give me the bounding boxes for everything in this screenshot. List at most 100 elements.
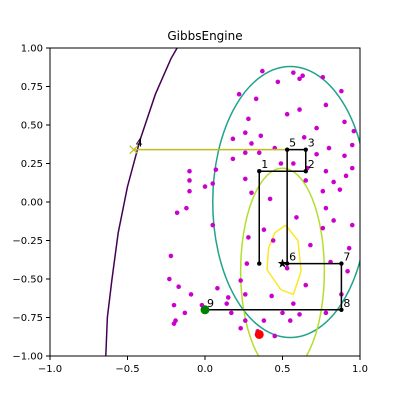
sample-point xyxy=(291,70,296,75)
contour-lines xyxy=(105,48,360,356)
y-tick-label: −0.50 xyxy=(12,275,43,286)
y-tick-label: 0.75 xyxy=(21,82,43,93)
sample-point xyxy=(236,91,242,97)
sample-point xyxy=(349,165,355,171)
gibbs-path-point xyxy=(339,307,344,312)
start-point xyxy=(254,329,264,339)
sample-points xyxy=(167,68,357,339)
sample-point xyxy=(230,136,236,142)
sample-point xyxy=(314,125,319,131)
x-tick-label: 0.5 xyxy=(275,364,291,375)
gibbs-path-point xyxy=(303,169,308,174)
sample-point xyxy=(230,156,236,162)
sample-point xyxy=(297,312,302,317)
sample-point xyxy=(349,222,355,228)
gibbs-path xyxy=(202,147,344,312)
y-axis: −1.00 −0.75 −0.50 −0.25 0.00 0.25 0.50 0.75 1.00 xyxy=(12,44,50,363)
sample-point xyxy=(202,184,208,189)
sample-point xyxy=(342,153,347,159)
sample-point xyxy=(300,73,305,79)
x-tick-label: 0.0 xyxy=(197,364,213,375)
sample-point xyxy=(326,145,332,151)
sample-point xyxy=(349,142,355,148)
sample-point xyxy=(351,128,357,134)
sample-point xyxy=(182,310,188,316)
path-step-label: 7 xyxy=(343,251,350,264)
sample-point xyxy=(270,238,276,243)
sample-point xyxy=(253,96,259,102)
sample-point xyxy=(272,333,278,339)
sample-point xyxy=(284,111,290,117)
gibbs-path-point xyxy=(257,169,262,174)
gibbs-path-point xyxy=(284,147,290,152)
sample-point xyxy=(280,310,285,316)
y-tick-label: 0.00 xyxy=(21,198,43,209)
sample-point xyxy=(238,278,243,283)
path-step-label: 9 xyxy=(207,297,214,310)
sample-point xyxy=(303,178,309,183)
sample-point xyxy=(314,151,319,157)
sample-point xyxy=(284,265,290,271)
sample-point xyxy=(176,284,181,290)
path-step-label: 5 xyxy=(289,137,296,150)
sample-point xyxy=(225,295,231,300)
contour-2 xyxy=(239,167,326,356)
sample-point xyxy=(320,74,326,80)
sample-point xyxy=(275,79,281,85)
sample-point xyxy=(213,167,219,172)
sample-point xyxy=(294,215,299,220)
sample-point xyxy=(167,276,172,282)
chart-title: GibbsEngine xyxy=(167,29,242,43)
sample-point xyxy=(243,176,248,182)
sample-point xyxy=(308,242,313,248)
sample-point xyxy=(297,107,302,112)
sample-point xyxy=(323,205,329,211)
sample-point xyxy=(301,135,307,140)
path-step-label: 2 xyxy=(308,158,315,171)
gibbs-path-point xyxy=(303,147,308,152)
sample-point xyxy=(269,293,274,299)
sample-point xyxy=(224,301,229,306)
sample-point xyxy=(267,196,273,202)
sample-point xyxy=(339,88,344,94)
sample-point xyxy=(168,253,174,259)
sample-point xyxy=(187,178,192,183)
path-step-label: 6 xyxy=(289,251,296,264)
sample-point xyxy=(238,325,243,331)
sample-point xyxy=(243,292,248,297)
y-tick-label: −0.75 xyxy=(12,313,43,324)
rejected-step-label: 4 xyxy=(136,137,143,150)
sample-point xyxy=(278,161,284,166)
sample-point xyxy=(323,102,329,108)
gibbs-path-point xyxy=(339,261,344,266)
sample-point xyxy=(249,141,254,146)
sample-point xyxy=(249,190,254,196)
x-axis: −1.0 −0.5 0.0 0.5 1.0 xyxy=(38,356,368,375)
y-tick-label: −0.25 xyxy=(12,236,43,247)
sample-point xyxy=(244,261,250,266)
sample-point xyxy=(323,310,329,316)
x-tick-label: −1.0 xyxy=(38,364,62,375)
sample-point xyxy=(210,222,216,228)
path-labels: 1 2 35 6 7 8 9 4 xyxy=(136,137,351,310)
sample-point xyxy=(346,245,352,251)
sample-point xyxy=(188,292,194,297)
rejected-move xyxy=(129,145,288,155)
contour-0 xyxy=(105,48,178,356)
sample-point xyxy=(331,179,336,185)
sample-point xyxy=(337,187,343,192)
sample-point xyxy=(343,173,349,179)
sample-point xyxy=(261,318,267,323)
y-tick-label: −1.00 xyxy=(12,352,43,363)
sample-point xyxy=(323,168,329,174)
sample-point xyxy=(171,321,177,326)
sample-point xyxy=(243,150,248,156)
sample-point xyxy=(345,269,350,274)
rejected-move-marker xyxy=(129,145,139,155)
sample-point xyxy=(246,235,251,240)
contour-1 xyxy=(212,65,360,339)
sample-point xyxy=(291,301,296,306)
sample-point xyxy=(260,68,265,74)
sample-point xyxy=(261,227,267,233)
